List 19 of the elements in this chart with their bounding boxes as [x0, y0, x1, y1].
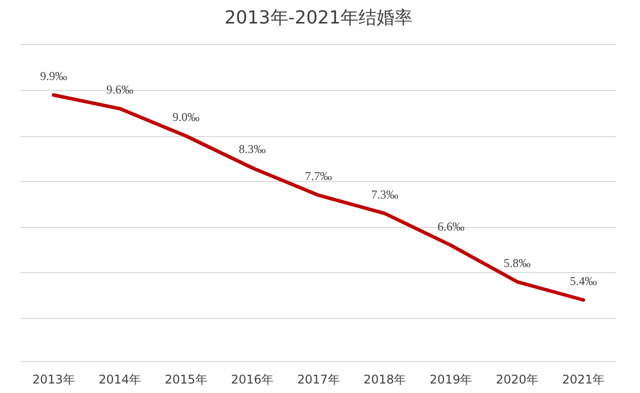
- x-tick-label: 2016年: [231, 372, 274, 386]
- data-label: 5.4‰: [570, 274, 597, 288]
- data-label: 6.6‰: [437, 219, 464, 234]
- data-label: 8.3‰: [238, 142, 266, 156]
- x-tick-label: 2018年: [363, 372, 406, 386]
- x-tick-label: 2015年: [164, 372, 208, 386]
- x-tick-label: 2019年: [430, 372, 472, 386]
- x-tick-label: 2020年: [496, 372, 538, 386]
- data-label: 9.9‰: [40, 69, 68, 83]
- chart-title: 2013年-2021年结婚率: [224, 8, 413, 28]
- x-tick-label: 2021年: [562, 372, 605, 386]
- x-tick-label: 2017年: [297, 372, 340, 386]
- data-label: 7.7‰: [305, 169, 332, 184]
- x-tick-label: 2013年: [32, 372, 75, 386]
- data-label: 7.3‰: [371, 187, 398, 202]
- data-label: 9.6‰: [106, 82, 134, 97]
- x-tick-label: 2014年: [98, 372, 142, 386]
- data-label: 5.8‰: [504, 256, 531, 270]
- data-label: 9.0‰: [172, 110, 200, 124]
